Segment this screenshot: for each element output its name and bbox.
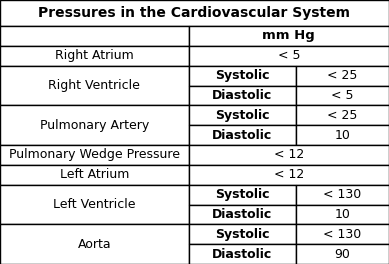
Bar: [189, 26, 389, 46]
Text: mm Hg: mm Hg: [263, 30, 315, 43]
Bar: [296, 86, 389, 105]
Text: Diastolic: Diastolic: [212, 208, 272, 221]
Text: < 25: < 25: [327, 69, 357, 82]
Text: < 12: < 12: [274, 148, 304, 162]
Bar: [0, 165, 189, 185]
Text: Systolic: Systolic: [215, 109, 270, 122]
Bar: [189, 66, 296, 86]
Bar: [189, 185, 296, 205]
Bar: [296, 205, 389, 224]
Text: < 130: < 130: [323, 188, 361, 201]
Bar: [296, 105, 389, 125]
Bar: [0, 66, 189, 105]
Bar: [296, 125, 389, 145]
Text: Left Ventricle: Left Ventricle: [53, 198, 136, 211]
Text: Pulmonary Artery: Pulmonary Artery: [40, 119, 149, 132]
Text: < 12: < 12: [274, 168, 304, 181]
Bar: [0, 224, 189, 264]
Bar: [0, 46, 189, 66]
Text: Systolic: Systolic: [215, 69, 270, 82]
Text: Pulmonary Wedge Pressure: Pulmonary Wedge Pressure: [9, 148, 180, 162]
Text: Systolic: Systolic: [215, 228, 270, 241]
Text: Pressures in the Cardiovascular System: Pressures in the Cardiovascular System: [39, 6, 350, 20]
Text: Right Atrium: Right Atrium: [55, 49, 134, 62]
Bar: [0, 105, 189, 145]
Bar: [296, 244, 389, 264]
Text: Aorta: Aorta: [77, 238, 111, 251]
Text: Diastolic: Diastolic: [212, 89, 272, 102]
Bar: [189, 105, 296, 125]
Text: 90: 90: [335, 248, 350, 261]
Text: Right Ventricle: Right Ventricle: [48, 79, 140, 92]
Bar: [296, 66, 389, 86]
Bar: [189, 46, 389, 66]
Text: 10: 10: [335, 129, 350, 142]
Text: Diastolic: Diastolic: [212, 129, 272, 142]
Text: Diastolic: Diastolic: [212, 248, 272, 261]
Bar: [189, 125, 296, 145]
Bar: [189, 224, 296, 244]
Bar: [189, 165, 389, 185]
Bar: [0, 145, 189, 165]
Bar: [0, 26, 189, 46]
Text: < 5: < 5: [331, 89, 354, 102]
Text: Systolic: Systolic: [215, 188, 270, 201]
Text: 10: 10: [335, 208, 350, 221]
Text: < 130: < 130: [323, 228, 361, 241]
Text: < 5: < 5: [278, 49, 300, 62]
Bar: [189, 244, 296, 264]
Bar: [296, 185, 389, 205]
Bar: [189, 86, 296, 105]
Bar: [0, 0, 389, 26]
Bar: [189, 205, 296, 224]
Bar: [189, 145, 389, 165]
Bar: [296, 224, 389, 244]
Text: < 25: < 25: [327, 109, 357, 122]
Bar: [0, 185, 189, 224]
Text: Left Atrium: Left Atrium: [60, 168, 129, 181]
